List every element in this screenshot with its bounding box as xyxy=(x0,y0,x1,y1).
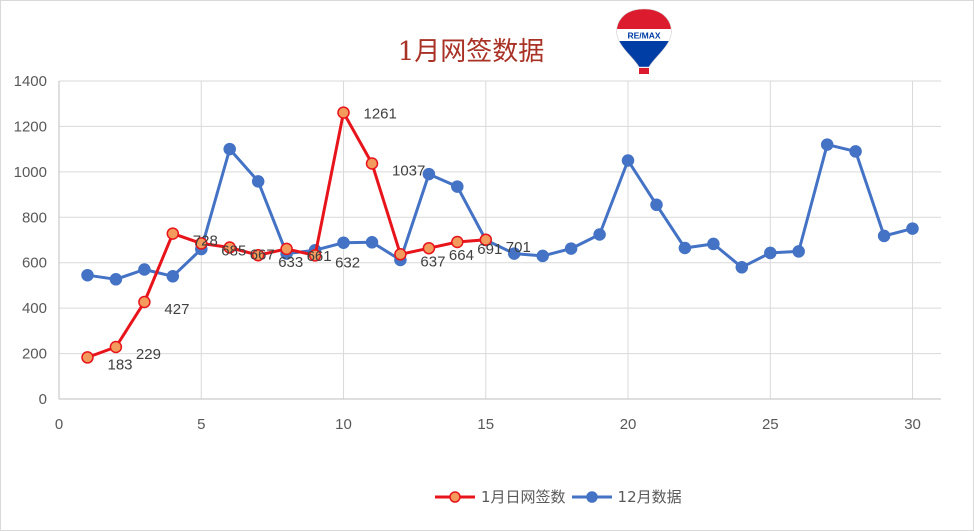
data-point xyxy=(536,249,549,263)
data-point xyxy=(479,233,493,247)
data-label: 183 xyxy=(108,356,133,373)
legend-swatch-dec xyxy=(571,490,612,503)
data-point xyxy=(138,295,151,309)
data-point xyxy=(820,138,834,151)
data-point xyxy=(877,229,891,243)
data-label: 632 xyxy=(335,254,360,271)
remax-balloon-logo: RE/MAX xyxy=(616,8,672,74)
data-label: 691 xyxy=(477,241,502,258)
x-tick-label: 30 xyxy=(904,416,921,433)
x-tick-label: 15 xyxy=(477,416,494,433)
data-point xyxy=(650,198,663,212)
chart-title: 1月网签数据 xyxy=(397,37,545,67)
data-point xyxy=(593,228,606,241)
data-label: 229 xyxy=(136,346,161,363)
data-point xyxy=(507,247,521,260)
data-point xyxy=(337,106,350,119)
data-point xyxy=(792,245,805,258)
data-point xyxy=(81,351,94,364)
data-point xyxy=(451,180,464,193)
axes: 0 200 400 600 800 1000 1200 1400 0 5 10 15 20 25 30 xyxy=(14,73,941,433)
y-tick-label: 0 xyxy=(39,391,47,408)
data-point xyxy=(138,263,151,276)
gridlines xyxy=(59,80,941,399)
data-point xyxy=(365,236,379,249)
y-tick-label: 600 xyxy=(22,255,47,272)
data-point xyxy=(394,248,407,261)
legend-item-jan: 1月日网签数 xyxy=(433,486,566,507)
data-point xyxy=(707,237,720,251)
data-point xyxy=(764,246,777,260)
legend-label-jan: 1月日网签数 xyxy=(481,488,566,506)
data-point xyxy=(223,142,236,156)
x-tick-label: 20 xyxy=(620,416,637,433)
logo-text: RE/MAX xyxy=(627,31,660,41)
legend: 1月日网签数 12月数据 xyxy=(433,486,686,507)
y-tick-label: 800 xyxy=(22,209,47,226)
data-point xyxy=(337,236,350,249)
y-tick-label: 1000 xyxy=(14,164,47,181)
series-0 xyxy=(81,106,493,364)
y-tick-label: 1400 xyxy=(14,73,47,90)
data-label: 1037 xyxy=(392,163,425,180)
x-tick-label: 10 xyxy=(335,416,352,433)
data-point xyxy=(195,237,208,250)
x-tick-label: 25 xyxy=(762,416,779,433)
data-label: 701 xyxy=(506,239,531,256)
data-point xyxy=(849,145,862,158)
data-label: 427 xyxy=(164,301,189,318)
data-point xyxy=(251,175,265,188)
legend-label-dec: 12月数据 xyxy=(617,488,682,506)
data-point xyxy=(280,242,293,256)
data-label: 637 xyxy=(420,253,445,270)
data-point xyxy=(166,227,180,240)
data-point xyxy=(223,241,236,254)
data-point xyxy=(365,157,379,170)
data-point xyxy=(109,273,123,286)
data-label: 667 xyxy=(250,247,275,264)
data-point xyxy=(166,270,180,283)
x-tick-label: 5 xyxy=(197,416,205,433)
y-tick-label: 200 xyxy=(22,346,47,363)
data-label: 633 xyxy=(278,254,303,271)
y-tick-label: 1200 xyxy=(14,118,47,135)
data-point xyxy=(678,241,692,255)
data-point xyxy=(109,340,123,354)
data-label: 728 xyxy=(193,233,218,250)
series-layer xyxy=(81,106,919,364)
data-point xyxy=(422,167,436,181)
data-point xyxy=(906,222,919,235)
x-tick-label: 0 xyxy=(55,416,63,433)
y-tick-label: 400 xyxy=(22,300,47,317)
data-point xyxy=(735,261,749,274)
data-point xyxy=(308,249,322,262)
series-line xyxy=(86,111,486,359)
data-label: 661 xyxy=(307,248,332,265)
legend-item-dec: 12月数据 xyxy=(570,486,682,507)
series-line xyxy=(87,143,913,281)
legend-swatch-jan xyxy=(435,490,475,503)
data-label: 685 xyxy=(221,242,246,259)
data-label: 1261 xyxy=(364,106,397,123)
data-label: 664 xyxy=(449,247,474,264)
data-point xyxy=(251,248,265,262)
data-point xyxy=(81,268,94,282)
data-point xyxy=(422,241,436,255)
data-point xyxy=(621,154,635,167)
data-point xyxy=(451,235,464,249)
data-point xyxy=(564,242,578,255)
